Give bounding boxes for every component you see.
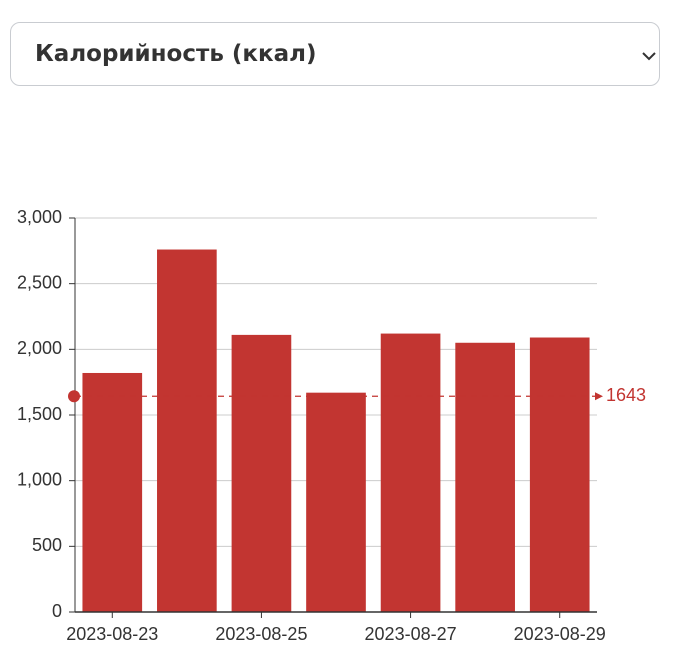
- bar: [306, 392, 366, 612]
- x-tick-label: 2023-08-25: [215, 624, 307, 644]
- bar: [157, 249, 217, 612]
- y-tick-label: 3,000: [17, 207, 62, 227]
- bar: [529, 337, 590, 612]
- y-tick-label: 1,000: [17, 469, 62, 489]
- y-tick-label: 1,500: [17, 404, 62, 424]
- y-tick-label: 500: [32, 535, 62, 555]
- mark-line-start: [68, 390, 80, 403]
- x-tick-label: 2023-08-27: [365, 624, 457, 644]
- dropdown[interactable]: Калорийность (ккал): [10, 22, 660, 86]
- x-tick-label: 2023-08-23: [66, 624, 158, 644]
- mark-line-label: 1643: [606, 385, 646, 405]
- bar: [455, 342, 515, 612]
- mark-line-arrow: [595, 392, 603, 401]
- y-tick-label: 2,000: [17, 338, 62, 358]
- y-tick-label: 2,500: [17, 272, 62, 292]
- dropdown-label: Калорийность (ккал): [35, 41, 317, 67]
- y-tick-label: 0: [52, 601, 62, 621]
- chevron: [642, 52, 656, 61]
- bar: [380, 333, 441, 612]
- bar: [231, 334, 292, 612]
- x-tick-label: 2023-08-29: [514, 624, 606, 644]
- bar: [82, 372, 143, 612]
